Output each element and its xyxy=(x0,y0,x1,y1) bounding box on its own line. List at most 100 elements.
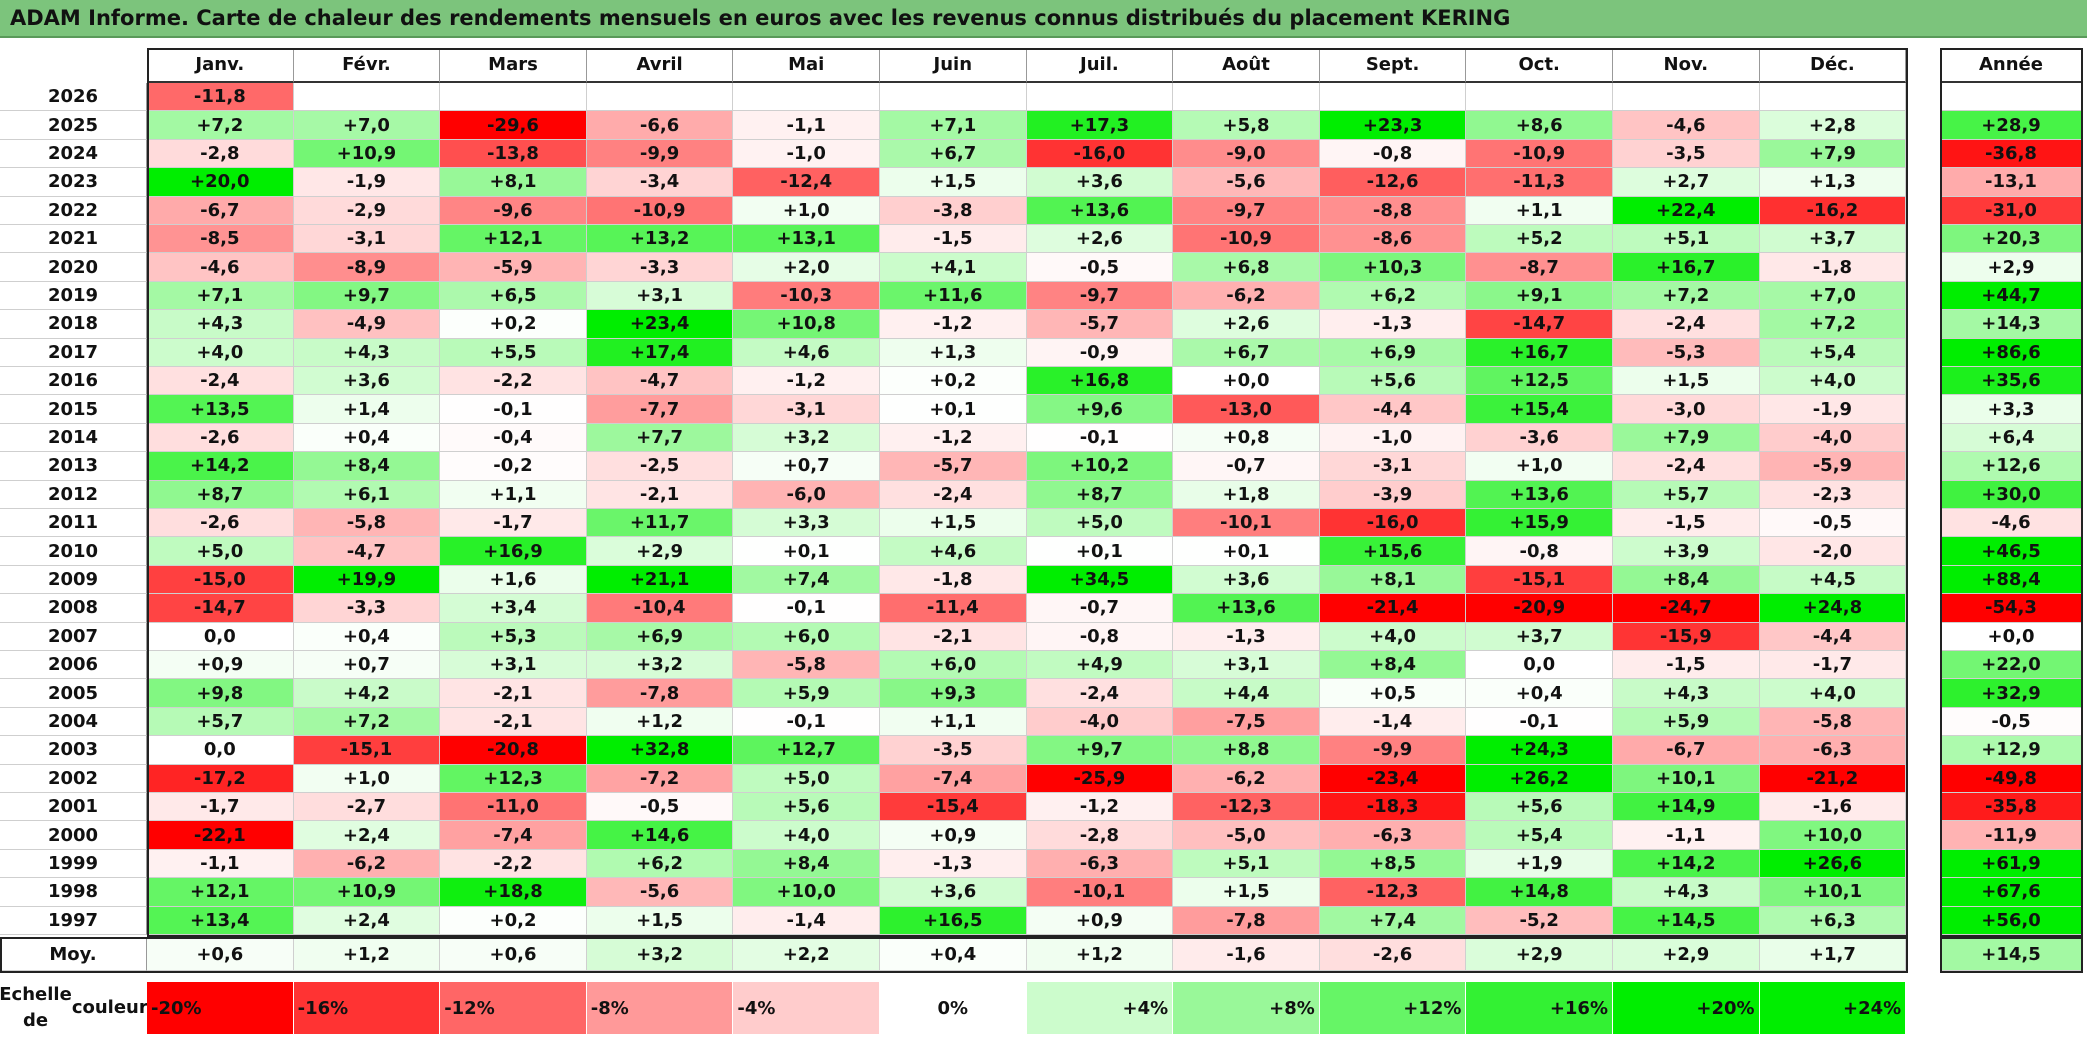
year-label: 2025 xyxy=(0,111,147,140)
color-scale-stop: -8% xyxy=(586,982,734,1034)
heatmap-cell: +10,2 xyxy=(1026,452,1174,481)
heatmap-cell: -15,1 xyxy=(293,736,441,765)
heatmap-cell: -11,3 xyxy=(1466,168,1613,197)
annual-cell: +44,7 xyxy=(1940,281,2083,311)
column-header: Août xyxy=(1173,48,1320,83)
heatmap-cell: -20,8 xyxy=(440,736,587,765)
year-label: 2015 xyxy=(0,395,147,424)
year-label: 2017 xyxy=(0,338,147,367)
year-label: 2004 xyxy=(0,707,147,737)
heatmap-cell: +4,0 xyxy=(147,338,294,367)
heatmap-cell: -10,1 xyxy=(1026,878,1174,907)
heatmap-cell: -2,1 xyxy=(880,622,1027,651)
heatmap-cell: +5,0 xyxy=(1026,509,1174,538)
heatmap-cell: +13,1 xyxy=(733,225,880,254)
annual-cell: -36,8 xyxy=(1940,139,2083,169)
heatmap-cell: -2,1 xyxy=(586,480,734,509)
heatmap-cell: -6,3 xyxy=(1759,736,1907,765)
heatmap-cell: -5,7 xyxy=(880,452,1027,481)
heatmap-cell: -5,9 xyxy=(1759,452,1907,481)
heatmap-cell: -2,6 xyxy=(147,509,294,538)
heatmap-cell: -5,7 xyxy=(1026,310,1174,339)
heatmap-cell: +14,9 xyxy=(1613,793,1760,822)
heatmap-cell: -9,7 xyxy=(1173,196,1320,225)
heatmap-cell: +13,4 xyxy=(147,906,294,935)
heatmap-cell: -16,0 xyxy=(1319,509,1467,538)
heatmap-cell: -5,6 xyxy=(586,878,734,907)
heatmap-cell xyxy=(1613,83,1760,112)
heatmap-cell: -12,3 xyxy=(1173,793,1320,822)
heatmap-cell: -5,0 xyxy=(1173,821,1320,850)
heatmap-cell: -9,9 xyxy=(586,139,734,169)
heatmap-cell: -10,3 xyxy=(733,281,880,311)
heatmap-cell: -1,0 xyxy=(733,139,880,169)
heatmap-cell: +4,3 xyxy=(1613,878,1760,907)
average-cell: +0,6 xyxy=(147,939,294,971)
heatmap-cell: +8,1 xyxy=(440,168,587,197)
heatmap-cell: -3,8 xyxy=(880,196,1027,225)
heatmap-cell: +3,1 xyxy=(440,651,587,680)
heatmap-cell: +0,4 xyxy=(293,622,441,651)
year-label: 2026 xyxy=(0,83,147,112)
heatmap-cell: -5,2 xyxy=(1466,906,1613,935)
heatmap-cell xyxy=(586,83,734,112)
heatmap-cell: +0,7 xyxy=(293,651,441,680)
heatmap-cell xyxy=(1026,83,1174,112)
heatmap-cell: +13,6 xyxy=(1026,196,1174,225)
column-header: Mai xyxy=(733,48,880,83)
heatmap-cell: +1,0 xyxy=(293,764,441,793)
heatmap-cell: -3,1 xyxy=(733,395,880,424)
heatmap-cell: -8,9 xyxy=(293,253,441,282)
heatmap-cell: +0,2 xyxy=(880,367,1027,396)
annual-cell: +28,9 xyxy=(1940,111,2083,140)
heatmap-cell: -0,5 xyxy=(1026,253,1174,282)
heatmap-cell: -2,8 xyxy=(1026,821,1174,850)
heatmap-cell: +3,7 xyxy=(1759,225,1907,254)
heatmap-cell: -1,5 xyxy=(1613,651,1760,680)
heatmap-cell: +13,5 xyxy=(147,395,294,424)
heatmap-cell: -29,6 xyxy=(440,111,587,140)
heatmap-cell: -16,2 xyxy=(1759,196,1907,225)
column-header: Févr. xyxy=(293,48,441,83)
heatmap-cell: +4,2 xyxy=(293,679,441,708)
heatmap-cell: -1,2 xyxy=(880,423,1027,453)
column-header: Janv. xyxy=(147,48,294,83)
heatmap-cell: -0,8 xyxy=(1319,139,1467,169)
heatmap-cell: -5,9 xyxy=(440,253,587,282)
heatmap-cell: -11,4 xyxy=(880,594,1027,623)
column-header: Juin xyxy=(880,48,1027,83)
color-scale-stop: +4% xyxy=(1026,982,1174,1034)
color-scale-stop: +24% xyxy=(1759,982,1907,1034)
heatmap-cell: +1,2 xyxy=(586,707,734,737)
heatmap-cell: -15,0 xyxy=(147,565,294,595)
heatmap-cell: +8,5 xyxy=(1319,849,1467,879)
heatmap-cell: -1,7 xyxy=(147,793,294,822)
heatmap-cell: +16,9 xyxy=(440,537,587,566)
heatmap-cell: +17,4 xyxy=(586,338,734,367)
heatmap-cell: +26,6 xyxy=(1759,849,1907,879)
page-title: ADAM Informe. Carte de chaleur des rende… xyxy=(0,0,2087,38)
heatmap-cell: +10,0 xyxy=(1759,821,1907,850)
heatmap-cell: -7,8 xyxy=(586,679,734,708)
heatmap-cell: +7,2 xyxy=(293,707,441,737)
column-header: Nov. xyxy=(1613,48,1760,83)
heatmap-cell: -9,9 xyxy=(1319,736,1467,765)
heatmap-cell: +6,8 xyxy=(1173,253,1320,282)
heatmap-cell: -13,8 xyxy=(440,139,587,169)
column-header: Sept. xyxy=(1319,48,1467,83)
heatmap-cell: +7,7 xyxy=(586,423,734,453)
heatmap-cell: -6,7 xyxy=(1613,736,1760,765)
heatmap-cell: -1,1 xyxy=(1613,821,1760,850)
heatmap-cell: +3,7 xyxy=(1466,622,1613,651)
annual-cell: -4,6 xyxy=(1940,509,2083,538)
heatmap-cell: +1,8 xyxy=(1173,480,1320,509)
heatmap-cell: +21,1 xyxy=(586,565,734,595)
heatmap-cell: -1,4 xyxy=(733,906,880,935)
annual-cell: +46,5 xyxy=(1940,537,2083,566)
heatmap-cell xyxy=(1173,83,1320,112)
heatmap-cell: -1,2 xyxy=(1026,793,1174,822)
year-label: 2010 xyxy=(0,537,147,566)
heatmap-cell: +8,1 xyxy=(1319,565,1467,595)
heatmap-cell: +5,9 xyxy=(733,679,880,708)
heatmap-cell: +7,0 xyxy=(1759,281,1907,311)
